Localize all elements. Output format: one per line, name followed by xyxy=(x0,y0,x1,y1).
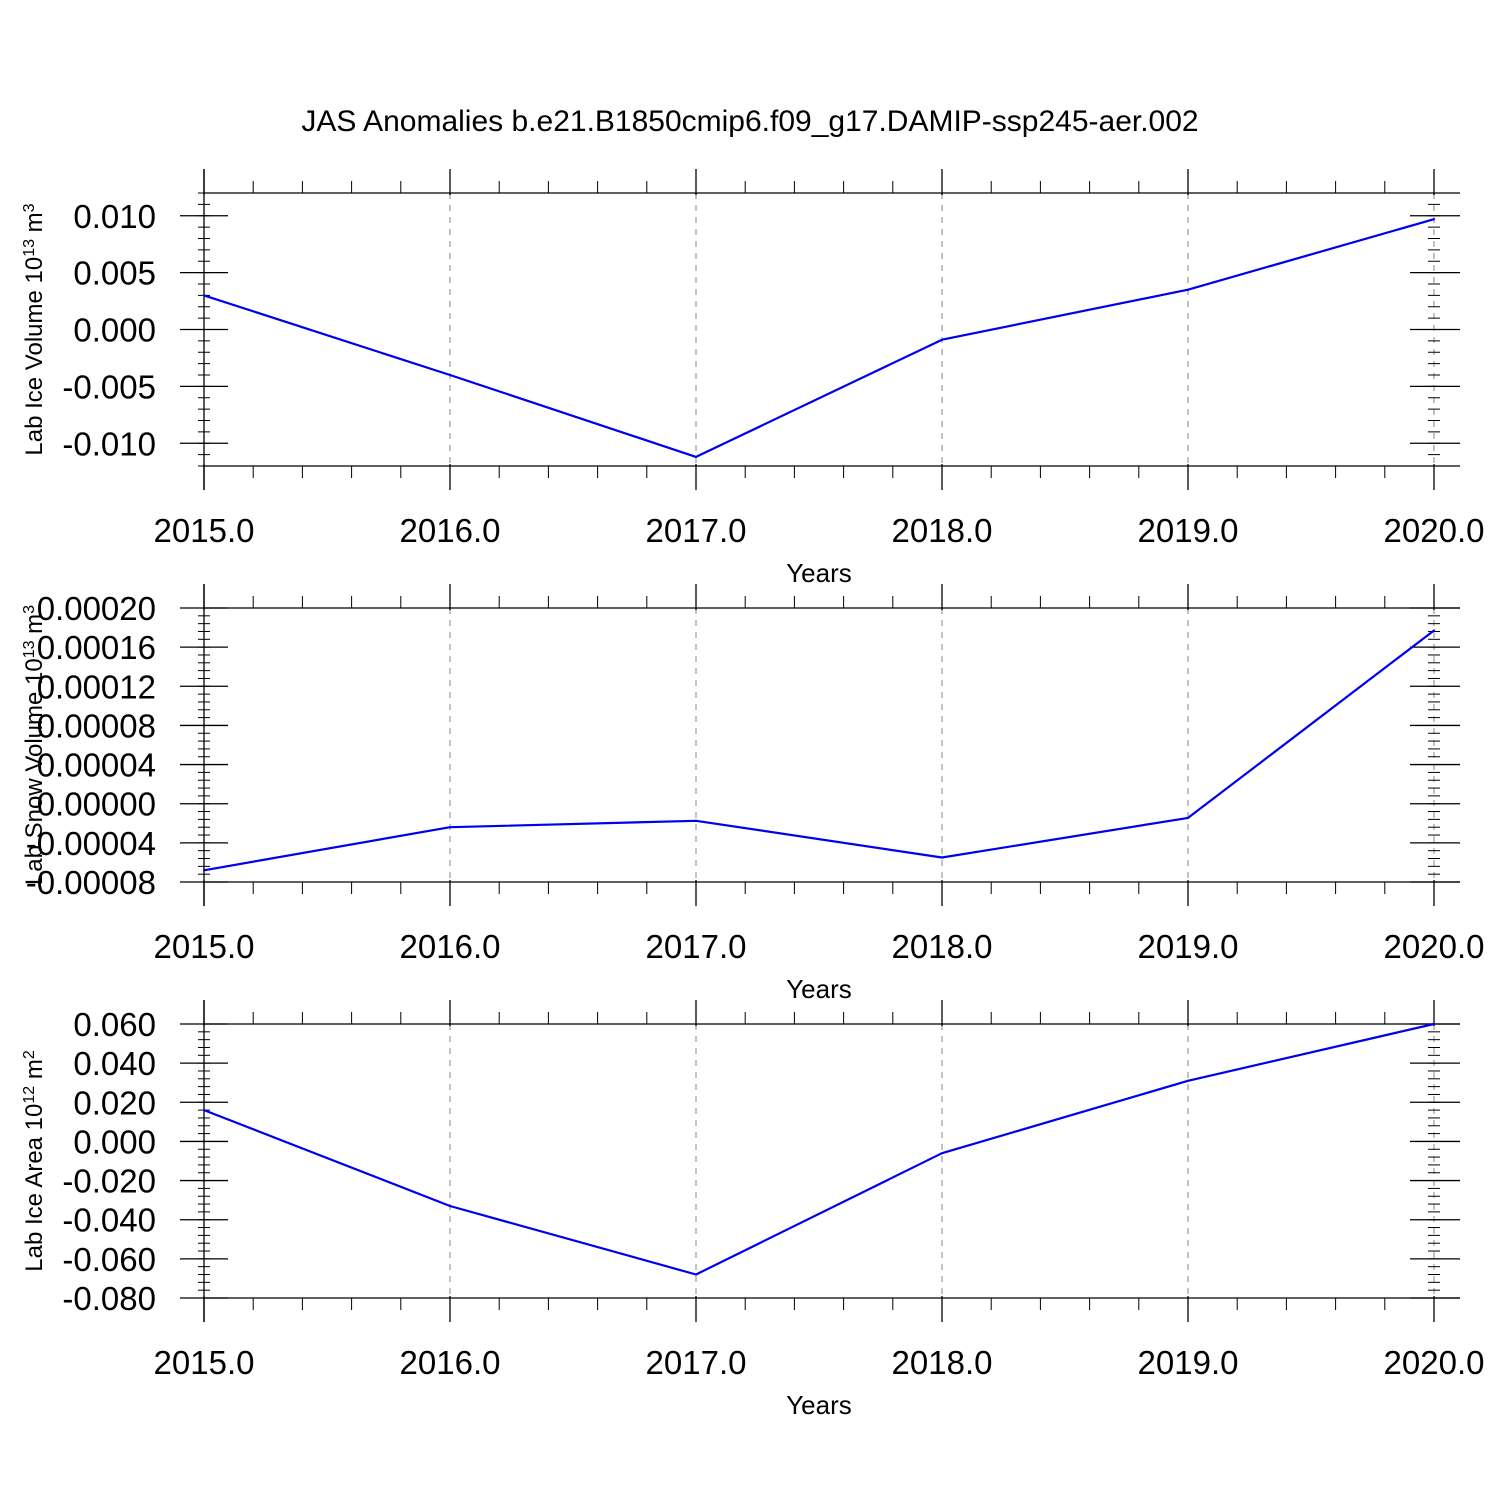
data-point xyxy=(1186,288,1190,291)
series-line xyxy=(203,1022,1435,1276)
x-tick-label: 2018.0 xyxy=(892,1344,993,1381)
y-tick-label: 0.010 xyxy=(73,198,156,235)
x-axis-label: Years xyxy=(786,1390,852,1420)
y-axis-label-text: m xyxy=(21,614,48,641)
x-tick-label: 2016.0 xyxy=(400,1344,501,1381)
y-axis-label-superscript: 3 xyxy=(21,203,38,212)
data-point xyxy=(1186,816,1190,820)
y-tick-label: 0.000 xyxy=(73,1123,156,1160)
y-axis-label-superscript: 2 xyxy=(21,1050,38,1059)
x-tick-label: 2020.0 xyxy=(1384,512,1485,549)
data-point xyxy=(694,1273,698,1276)
y-axis-label-text: Lab Snow Volume 10 xyxy=(21,658,48,885)
x-tick-label: 2020.0 xyxy=(1384,928,1485,965)
panel-3: 0.0600.0400.0200.000-0.020-0.040-0.060-0… xyxy=(21,1000,1485,1420)
y-axis-label-text: Lab Ice Area 10 xyxy=(21,1104,48,1272)
x-tick-label: 2017.0 xyxy=(646,928,747,965)
series-line xyxy=(203,218,1435,458)
y-axis-label-text: Lab Ice Volume 10 xyxy=(21,257,48,456)
data-point xyxy=(1432,1022,1436,1026)
y-tick-label: -0.005 xyxy=(62,368,156,405)
x-tick-label: 2018.0 xyxy=(892,928,993,965)
data-point xyxy=(202,1109,206,1112)
x-tick-label: 2017.0 xyxy=(646,1344,747,1381)
y-tick-label: 0.040 xyxy=(73,1045,156,1082)
x-tick-label: 2019.0 xyxy=(1138,928,1239,965)
x-tick-label: 2017.0 xyxy=(646,512,747,549)
y-tick-label: -0.010 xyxy=(62,425,156,462)
x-axis-label: Years xyxy=(786,974,852,1004)
y-tick-label: 0.00020 xyxy=(37,590,156,627)
x-tick-label: 2015.0 xyxy=(154,1344,255,1381)
x-tick-label: 2016.0 xyxy=(400,512,501,549)
y-axis-label: Lab Snow Volume 1013 m3 xyxy=(21,605,49,885)
y-tick-label: 0.00012 xyxy=(37,668,156,705)
y-tick-label: 0.000 xyxy=(73,312,156,349)
y-tick-label: -0.020 xyxy=(62,1163,156,1200)
x-tick-label: 2019.0 xyxy=(1138,1344,1239,1381)
data-point xyxy=(202,869,206,872)
x-tick-label: 2015.0 xyxy=(154,928,255,965)
data-point xyxy=(694,819,698,822)
data-point xyxy=(202,294,206,297)
chart-panels: 0.010 0.005 0.000 -0.005 -0.010 2015.0 2016.0 2… xyxy=(21,169,1485,1420)
data-point xyxy=(1186,1079,1190,1082)
x-tick-label: 2016.0 xyxy=(400,928,501,965)
data-point xyxy=(940,856,944,859)
data-point xyxy=(694,455,698,458)
data-point xyxy=(448,826,452,829)
data-point xyxy=(448,373,452,377)
y-tick-label: 0.00008 xyxy=(37,707,156,744)
y-axis-label-text: m xyxy=(21,212,48,239)
y-tick-label: -0.080 xyxy=(62,1280,156,1317)
y-axis-label: Lab Ice Area 1012 m2 xyxy=(21,1050,49,1272)
y-axis-label-superscript: 12 xyxy=(21,1086,38,1104)
data-point xyxy=(1432,629,1436,632)
x-tick-label: 2019.0 xyxy=(1138,512,1239,549)
y-tick-label: -0.060 xyxy=(62,1241,156,1278)
panel-2: 0.000200.000160.000120.000080.000040.000… xyxy=(21,584,1485,1004)
data-point xyxy=(940,1152,944,1155)
x-tick-label: 2015.0 xyxy=(154,512,255,549)
y-tick-label: 0.00016 xyxy=(37,629,156,666)
y-tick-label: -0.040 xyxy=(62,1202,156,1239)
y-tick-label: -0.00004 xyxy=(26,825,156,862)
y-axis-label-superscript: 13 xyxy=(21,239,38,257)
series-line xyxy=(203,629,1435,872)
x-tick-label: 2018.0 xyxy=(892,512,993,549)
y-tick-label: 0.005 xyxy=(73,255,156,292)
x-tick-label: 2020.0 xyxy=(1384,1344,1485,1381)
y-tick-label: 0.00000 xyxy=(37,786,156,823)
y-tick-label: -0.00008 xyxy=(26,864,156,901)
y-tick-label: 0.020 xyxy=(73,1084,156,1121)
y-axis-label-text: m xyxy=(21,1059,48,1086)
chart-title: JAS Anomalies b.e21.B1850cmip6.f09_g17.D… xyxy=(301,105,1198,138)
data-point xyxy=(1432,218,1436,221)
panel-1: 0.010 0.005 0.000 -0.005 -0.010 2015.0 2016.0 2… xyxy=(21,169,1485,588)
data-point xyxy=(940,338,944,341)
y-tick-label: 0.00004 xyxy=(37,747,156,784)
x-axis-label: Years xyxy=(786,558,852,588)
y-axis-label-superscript: 13 xyxy=(21,640,38,658)
data-point xyxy=(448,1204,452,1208)
y-tick-label: 0.060 xyxy=(73,1006,156,1043)
y-axis-label-superscript: 3 xyxy=(21,605,38,614)
y-axis-label: Lab Ice Volume 1013 m3 xyxy=(21,203,49,455)
